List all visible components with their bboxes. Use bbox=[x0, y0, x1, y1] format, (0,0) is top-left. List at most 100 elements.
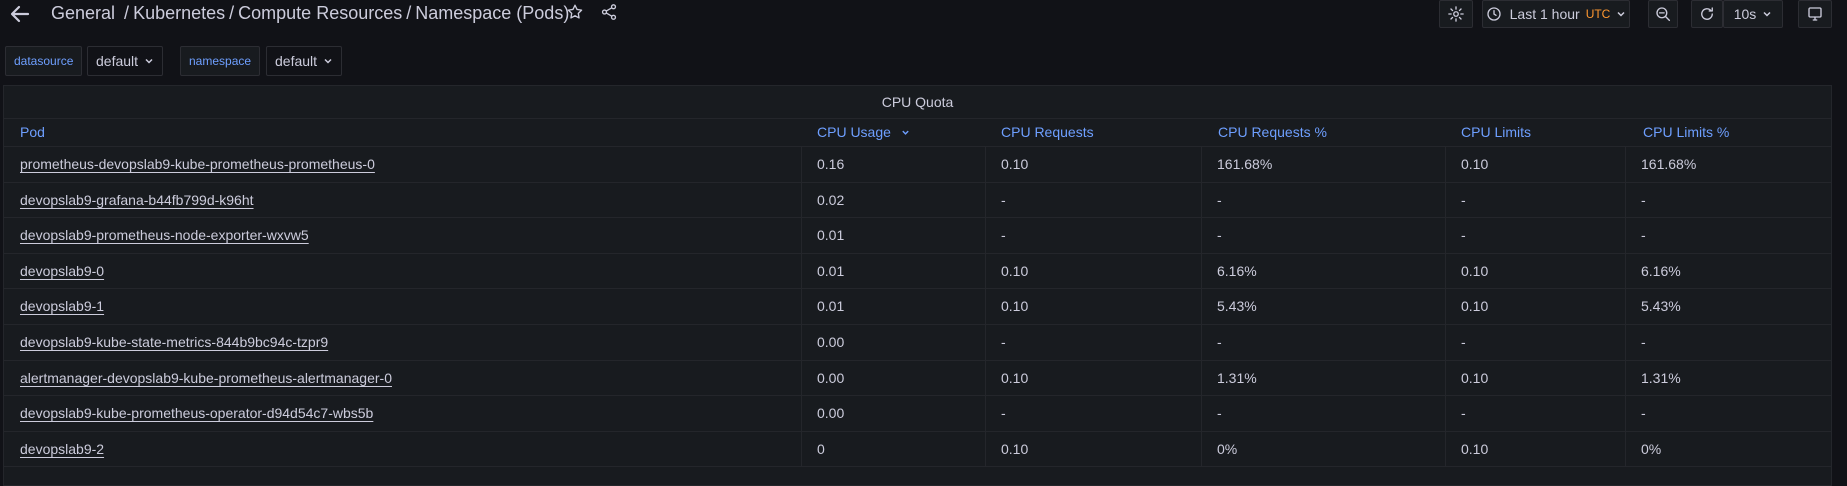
cell-pod: prometheus-devopslab9-kube-prometheus-pr… bbox=[4, 147, 802, 182]
share-icon[interactable] bbox=[600, 3, 622, 25]
chevron-down-icon bbox=[1616, 9, 1626, 19]
cell-cpu-requests: - bbox=[986, 218, 1202, 253]
star-icon[interactable] bbox=[566, 3, 588, 25]
cell-cpu-usage: 0.01 bbox=[802, 253, 986, 289]
pods-table: Pod CPU Usage CPU Requests CPU Requests … bbox=[4, 118, 1831, 468]
table-body: prometheus-devopslab9-kube-prometheus-pr… bbox=[4, 147, 1831, 468]
cell-pod: devopslab9-prometheus-node-exporter-wxvw… bbox=[4, 218, 802, 253]
cell-pod: devopslab9-2 bbox=[4, 431, 802, 467]
pod-link[interactable]: alertmanager-devopslab9-kube-prometheus-… bbox=[20, 369, 392, 386]
cell-cpu-limits-pct: 0% bbox=[1641, 440, 1662, 457]
refresh-button[interactable] bbox=[1691, 0, 1723, 28]
cell-cpu-requests-pct: 5.43% bbox=[1202, 289, 1446, 324]
pod-link[interactable]: devopslab9-kube-prometheus-operator-d94d… bbox=[20, 405, 374, 422]
top-navbar: General / Kubernetes / Compute Resources / Na… bbox=[0, 0, 1847, 30]
timezone-label: UTC bbox=[1585, 7, 1611, 21]
cell-cpu-requests-pct: 1.31% bbox=[1202, 360, 1446, 396]
cell-cpu-requests-pct: - bbox=[1202, 396, 1446, 431]
cell-cpu-usage: 0.01 bbox=[802, 289, 986, 324]
pod-link[interactable]: devopslab9-prometheus-node-exporter-wxvw… bbox=[20, 227, 309, 244]
cell-cpu-usage: 0 bbox=[802, 431, 986, 467]
cell-cpu-limits: - bbox=[1446, 324, 1626, 360]
pod-link[interactable]: prometheus-devopslab9-kube-prometheus-pr… bbox=[20, 156, 375, 172]
column-header-cpu-requests-pct[interactable]: CPU Requests % bbox=[1218, 124, 1327, 140]
cell-cpu-requests: - bbox=[986, 182, 1202, 218]
table-row: prometheus-devopslab9-kube-prometheus-pr… bbox=[4, 147, 1831, 183]
dashboard-title: Namespace (Pods) bbox=[415, 3, 570, 23]
cell-cpu-limits: 0.10 bbox=[1446, 147, 1626, 182]
dashboard-settings-button[interactable] bbox=[1439, 0, 1473, 28]
cell-cpu-limits: - bbox=[1446, 182, 1626, 218]
cell-cpu-limits: 0.10 bbox=[1446, 431, 1626, 467]
pod-link[interactable]: devopslab9-grafana-b44fb799d-k96ht bbox=[20, 191, 254, 208]
cell-cpu-usage: 0.00 bbox=[802, 396, 986, 431]
cell-cpu-requests: 0.10 bbox=[986, 289, 1202, 324]
breadcrumb-item: Kubernetes bbox=[133, 3, 226, 23]
clock-icon bbox=[1486, 6, 1502, 22]
time-range-picker[interactable]: Last 1 hour UTC bbox=[1482, 0, 1630, 28]
sort-descending-icon bbox=[901, 124, 910, 140]
table-header: Pod CPU Usage CPU Requests CPU Requests … bbox=[4, 118, 1831, 147]
cell-cpu-limits-pct: - bbox=[1641, 333, 1646, 350]
cell-cpu-usage: 0.01 bbox=[802, 218, 986, 253]
column-header-cpu-requests[interactable]: CPU Requests bbox=[1001, 124, 1094, 140]
tv-mode-button[interactable] bbox=[1798, 0, 1832, 28]
variable-label-datasource: datasource bbox=[5, 46, 83, 76]
cell-cpu-requests: 0.10 bbox=[986, 431, 1202, 467]
cell-cpu-limits-pct: 1.31% bbox=[1641, 369, 1681, 386]
cell-cpu-limits-pct: 161.68% bbox=[1641, 156, 1697, 172]
cell-pod: devopslab9-kube-prometheus-operator-d94d… bbox=[4, 396, 802, 431]
refresh-interval-label: 10s bbox=[1733, 6, 1757, 22]
table-row: devopslab9-kube-prometheus-operator-d94d… bbox=[4, 396, 1831, 432]
cell-cpu-limits: 0.10 bbox=[1446, 289, 1626, 324]
cell-cpu-usage: 0.00 bbox=[802, 324, 986, 360]
table-row: devopslab9-0 0.01 0.10 6.16% 0.10 6.16% bbox=[4, 253, 1831, 290]
column-header-cpu-usage[interactable]: CPU Usage bbox=[817, 119, 910, 146]
cell-cpu-limits-pct: - bbox=[1641, 227, 1646, 244]
cell-cpu-requests-pct: - bbox=[1202, 218, 1446, 253]
table-row: alertmanager-devopslab9-kube-prometheus-… bbox=[4, 360, 1831, 397]
pod-link[interactable]: devopslab9-1 bbox=[20, 298, 105, 315]
monitor-icon bbox=[1806, 5, 1824, 23]
column-header-pod[interactable]: Pod bbox=[20, 124, 45, 140]
cell-cpu-limits-pct: - bbox=[1641, 405, 1646, 422]
variable-label-namespace: namespace bbox=[180, 46, 261, 76]
cpu-quota-panel: CPU Quota Pod CPU Usage CPU Requests CPU… bbox=[3, 85, 1832, 486]
breadcrumb-folder[interactable]: General bbox=[51, 3, 116, 23]
variable-select-datasource[interactable]: default bbox=[87, 46, 164, 76]
panel-title[interactable]: CPU Quota bbox=[881, 94, 954, 110]
cell-cpu-limits: - bbox=[1446, 218, 1626, 253]
cell-cpu-requests: 0.10 bbox=[986, 360, 1202, 396]
column-header-label: CPU Usage bbox=[817, 124, 891, 140]
zoom-out-button[interactable] bbox=[1648, 0, 1678, 28]
pod-link[interactable]: devopslab9-2 bbox=[20, 440, 105, 457]
cell-pod: devopslab9-1 bbox=[4, 289, 802, 324]
cell-cpu-requests: 0.10 bbox=[986, 147, 1202, 182]
cell-cpu-requests-pct: - bbox=[1202, 324, 1446, 360]
column-header-cpu-limits-pct[interactable]: CPU Limits % bbox=[1643, 124, 1730, 140]
refresh-interval-picker[interactable]: 10s bbox=[1723, 0, 1783, 28]
pod-link[interactable]: devopslab9-0 bbox=[20, 262, 105, 279]
cell-cpu-limits-pct: 5.43% bbox=[1641, 298, 1681, 315]
cell-cpu-requests-pct: - bbox=[1202, 182, 1446, 218]
variable-value: default bbox=[96, 53, 139, 69]
chevron-down-icon bbox=[323, 53, 333, 69]
cell-cpu-limits: 0.10 bbox=[1446, 360, 1626, 396]
chevron-down-icon bbox=[1762, 9, 1772, 19]
cell-pod: devopslab9-kube-state-metrics-844b9bc94c… bbox=[4, 324, 802, 360]
table-row: devopslab9-prometheus-node-exporter-wxvw… bbox=[4, 218, 1831, 254]
variable-value: default bbox=[275, 53, 318, 69]
cell-pod: alertmanager-devopslab9-kube-prometheus-… bbox=[4, 360, 802, 396]
back-arrow-icon[interactable] bbox=[8, 2, 36, 26]
time-range-label: Last 1 hour bbox=[1509, 6, 1580, 22]
zoom-out-icon bbox=[1654, 5, 1672, 23]
variable-select-namespace[interactable]: default bbox=[266, 46, 343, 76]
table-row: devopslab9-2 0 0.10 0% 0.10 0% bbox=[4, 431, 1831, 468]
cell-cpu-usage: 0.00 bbox=[802, 360, 986, 396]
cell-cpu-limits-pct: 6.16% bbox=[1641, 262, 1681, 279]
cell-pod: devopslab9-0 bbox=[4, 253, 802, 289]
pod-link[interactable]: devopslab9-kube-state-metrics-844b9bc94c… bbox=[20, 333, 329, 350]
cell-cpu-requests: 0.10 bbox=[986, 253, 1202, 289]
column-header-cpu-limits[interactable]: CPU Limits bbox=[1461, 124, 1532, 140]
cell-cpu-requests-pct: 0% bbox=[1202, 431, 1446, 467]
